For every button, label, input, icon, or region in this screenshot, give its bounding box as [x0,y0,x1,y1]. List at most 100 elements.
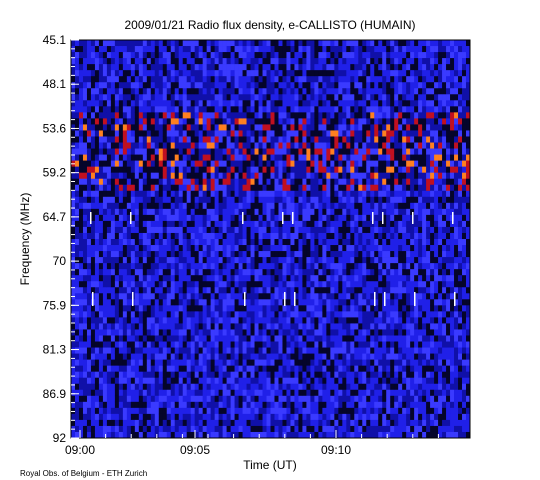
image-cell [126,40,132,47]
image-cell [370,76,375,83]
image-cell [126,263,132,270]
image-cell [250,287,255,294]
image-cell [358,335,363,342]
image-cell [178,275,184,282]
image-cell [90,184,96,192]
image-cell [302,335,307,342]
image-cell [266,100,271,107]
image-cell [210,251,215,258]
image-cell [362,52,367,59]
image-cell [78,341,84,348]
image-cell [218,305,223,312]
image-cell [306,263,311,270]
image-cell [130,419,136,427]
image-cell [110,106,116,113]
image-cell [194,184,199,192]
image-cell [366,287,371,294]
image-cell [218,46,223,53]
image-cell [146,353,152,360]
image-cell [310,347,315,354]
image-cell [78,365,84,372]
image-cell [302,401,307,409]
image-cell [290,407,295,415]
image-cell [74,335,80,342]
image-cell [158,371,164,378]
image-cell [150,251,156,258]
image-cell [230,239,235,246]
image-cell [230,347,235,354]
image-cell [342,419,347,427]
image-cell [286,353,291,360]
image-cell [146,395,152,403]
image-cell [226,124,231,131]
image-cell [266,52,271,59]
image-cell [350,407,355,415]
image-cell [342,389,347,397]
image-cell [190,166,195,173]
image-cell [222,347,227,354]
image-cell [174,341,180,348]
image-cell [106,269,112,276]
image-cell [214,46,219,53]
image-cell [218,383,223,391]
image-cell [214,389,219,397]
image-cell [322,395,327,403]
image-cell [338,190,343,198]
image-cell [122,395,128,403]
image-cell [230,70,235,77]
image-cell [186,287,191,294]
image-cell [214,136,219,143]
image-cell [166,82,172,89]
image-cell [298,70,303,77]
image-cell [134,359,140,366]
image-cell [282,154,287,161]
image-cell [326,160,331,167]
image-cell [182,347,188,354]
image-cell [254,299,259,306]
image-cell [82,383,88,391]
image-cell [182,142,188,149]
image-cell [210,130,215,137]
image-cell [94,425,100,433]
image-cell [250,232,255,240]
image-cell [142,395,148,403]
image-cell [166,371,172,378]
image-cell [126,377,132,385]
image-cell [318,82,323,89]
image-cell [158,365,164,372]
image-cell [218,208,223,216]
image-cell [126,251,132,258]
image-cell [358,46,363,53]
image-cell [194,251,199,258]
image-cell [294,184,299,192]
image-cell [226,251,231,258]
image-cell [286,299,291,306]
image-cell [326,371,331,378]
image-cell [294,178,299,186]
image-cell [266,353,271,360]
image-cell [254,130,259,137]
image-cell [278,40,283,47]
image-cell [94,100,100,107]
image-cell [370,118,375,125]
image-cell [346,46,351,53]
image-cell [170,202,176,210]
image-cell [358,311,363,318]
image-cell [246,160,251,167]
image-cell [170,166,176,173]
image-cell [254,178,259,186]
image-cell [78,281,84,288]
image-cell [234,269,239,276]
image-cell [102,40,108,47]
image-cell [102,94,108,101]
image-cell [270,281,275,288]
image-cell [158,76,164,83]
image-cell [186,395,191,403]
image-cell [222,94,227,101]
image-cell [278,220,283,228]
image-cell [178,202,184,210]
image-cell [86,413,92,421]
image-cell [302,124,307,131]
image-cell [166,232,172,240]
image-cell [270,317,275,324]
